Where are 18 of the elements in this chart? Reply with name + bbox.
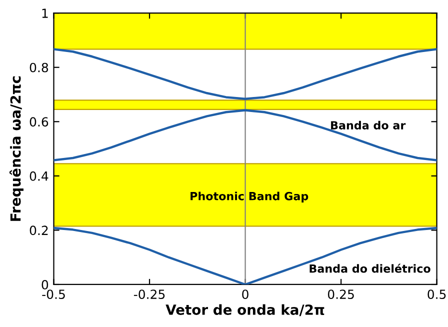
x-tick-label: 0.25: [328, 290, 354, 300]
y-axis-title: Frequência ωa/2πc: [9, 76, 24, 221]
x-tick-label: 0: [242, 290, 248, 300]
annotation: Banda do ar: [331, 120, 406, 130]
y-tick-label: 0.4: [30, 171, 48, 181]
line-series: [54, 109, 437, 162]
y-tick-label: 0.6: [30, 117, 48, 127]
y-tick-label: 1: [42, 8, 48, 18]
x-tick-label: 0.5: [428, 290, 446, 300]
x-tick-label: -0.25: [134, 290, 165, 300]
x-axis-title: Vetor de onda ka/2π: [166, 304, 324, 316]
x-tick-label: -0.5: [42, 290, 65, 300]
annotation: Banda do dielétrico: [310, 264, 430, 273]
y-tick-label: 0: [42, 280, 48, 290]
line-series: [54, 48, 437, 100]
annotation: Photonic Band Gap: [190, 192, 308, 202]
y-tick-label: 0.2: [30, 226, 48, 236]
y-tick-label: 0.8: [30, 62, 48, 72]
